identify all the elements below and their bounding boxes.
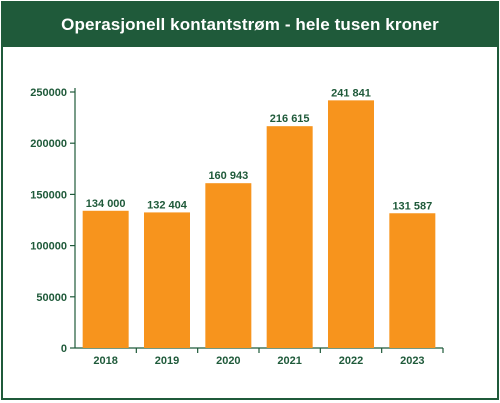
y-tick-label: 250000 (30, 87, 67, 99)
chart-area: 0 50000 100000 150000 200000 250000 134 000 201… (3, 47, 497, 398)
bar-chart: 0 50000 100000 150000 200000 250000 134 000 201… (30, 87, 444, 367)
x-tick-label-2023: 2023 (400, 355, 424, 367)
data-label-2022: 241 841 (331, 87, 371, 99)
y-tick-label: 50000 (36, 292, 67, 304)
data-label-2018: 134 000 (86, 198, 126, 210)
x-tick-label-2020: 2020 (216, 355, 240, 367)
x-tick-label-2021: 2021 (277, 355, 301, 367)
data-label-2019: 132 404 (147, 199, 188, 211)
data-label-2021: 216 615 (270, 113, 310, 125)
bar-2018 (82, 210, 129, 348)
bar-2022 (328, 100, 374, 348)
y-tick-label: 0 (61, 343, 67, 355)
x-tick-label-2019: 2019 (155, 355, 179, 367)
y-tick-label: 100000 (30, 241, 67, 253)
y-tick-label: 150000 (30, 189, 67, 201)
data-label-2020: 160 943 (208, 170, 248, 182)
data-label-2023: 131 587 (392, 200, 432, 212)
chart-title: Operasjonell kontantstrøm - hele tusen k… (3, 3, 497, 47)
bar-2020 (205, 183, 252, 348)
bar-2021 (266, 126, 313, 348)
x-tick-label-2022: 2022 (339, 355, 363, 367)
y-tick-label: 200000 (30, 138, 67, 150)
bar-2019 (144, 212, 190, 348)
x-tick-label-2018: 2018 (93, 355, 117, 367)
bar-2023 (389, 213, 436, 348)
